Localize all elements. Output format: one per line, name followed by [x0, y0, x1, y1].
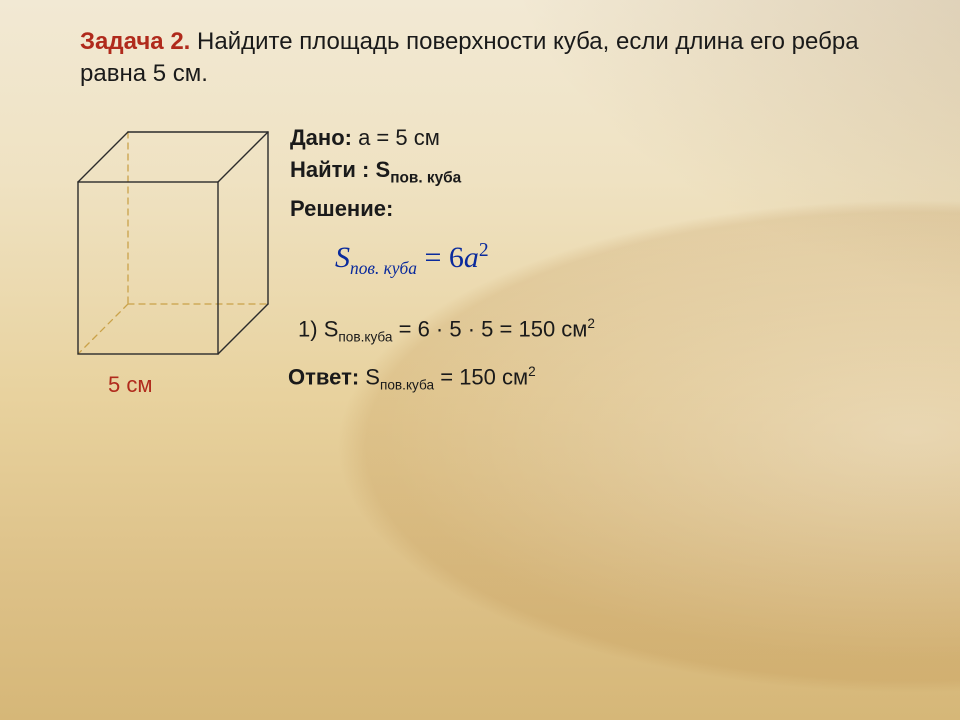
- given-block: Дано: а = 5 см Найти : Sпов. куба: [290, 122, 461, 190]
- answer-value: 150 см: [459, 364, 528, 389]
- formula-exp: 2: [479, 240, 489, 261]
- answer-label: Ответ:: [288, 364, 365, 389]
- step1-exp: 2: [587, 316, 595, 331]
- answer-line: Ответ: Sпов.куба = 150 см2: [288, 364, 536, 393]
- problem-title: Задача 2. Найдите площадь поверхности ку…: [80, 26, 900, 91]
- step-1: 1) Sпов.куба = 6 · 5 · 5 = 150 см2: [298, 316, 595, 345]
- answer-exp: 2: [528, 364, 536, 379]
- step1-index: 1): [298, 316, 324, 341]
- find-prefix: Найти :: [290, 157, 376, 182]
- cube-diagram: [60, 120, 270, 380]
- formula-sub: пов. куба: [350, 258, 417, 278]
- given-value: а = 5 см: [352, 125, 440, 150]
- step1-symbol: S: [324, 316, 339, 341]
- solution-label: Решение:: [290, 196, 393, 222]
- formula-var: a: [464, 241, 479, 274]
- answer-eq: =: [434, 364, 459, 389]
- step1-expr: = 6 · 5 · 5 =: [393, 316, 519, 341]
- formula-symbol: S: [335, 241, 350, 274]
- step1-sub: пов.куба: [338, 330, 392, 345]
- given-line-2: Найти : Sпов. куба: [290, 154, 461, 190]
- answer-symbol: S: [365, 364, 380, 389]
- find-sub: пов. куба: [390, 169, 461, 186]
- problem-label: Задача 2.: [80, 28, 190, 55]
- formula-eq: = 6: [417, 241, 464, 274]
- surface-area-formula: Sпов. куба = 6a2: [335, 240, 489, 279]
- step1-result: 150 см: [518, 316, 587, 341]
- edge-length-label: 5 см: [108, 372, 152, 398]
- answer-sub: пов.куба: [380, 378, 434, 393]
- find-symbol: S: [376, 157, 391, 182]
- cube-svg: [60, 120, 270, 375]
- slide: Задача 2. Найдите площадь поверхности ку…: [0, 0, 960, 720]
- problem-text: Найдите площадь поверхности куба, если д…: [80, 28, 859, 87]
- given-prefix: Дано:: [290, 125, 352, 150]
- given-line-1: Дано: а = 5 см: [290, 122, 461, 154]
